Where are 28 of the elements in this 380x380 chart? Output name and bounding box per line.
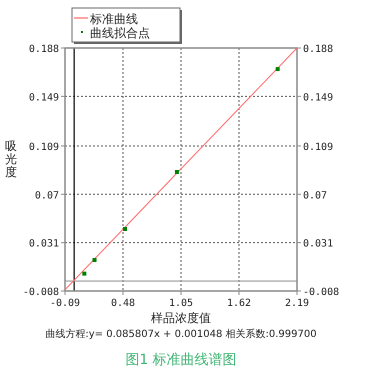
y-tick-label: 0.149 [28,92,59,104]
y-tick-label: 0.07 [34,190,59,202]
x-tick-label: 1.62 [226,298,252,309]
y-tick-label: -0.008 [22,287,59,298]
x-tick-label: 0.48 [110,298,136,309]
y2-tick-label: 0.07 [303,190,328,202]
y2-tick-label: 0.109 [303,142,334,153]
y2-tick-label: -0.008 [303,287,340,298]
text: 曲线方程:y= 0.085807x + 0.001048 相关系数:0.999700 [45,328,317,340]
x-tick-label: 2.19 [284,298,310,309]
y2-tick-label: 0.149 [303,92,334,104]
point [92,258,97,262]
legend-label: 曲线拟合点 [90,26,150,40]
y2-tick-label: 0.031 [303,238,334,250]
y-axis-title: 吸光度 [5,139,17,179]
point [82,272,86,276]
point [276,67,280,72]
legend-label: 标准曲线 [89,12,138,26]
x-tick-label: -0.09 [50,298,80,309]
point [123,227,128,232]
y-tick-label: 0.188 [28,44,59,55]
y-tick-label: 0.031 [28,238,59,250]
y-tick-label: 0.109 [28,142,59,153]
x-axis-title: 样品浓度值 [151,311,211,325]
y2-tick-label: 0.188 [303,44,334,55]
caption: 图1 标准曲线谱图 [125,352,237,368]
x-tick-label: 1.05 [168,298,194,309]
point [174,170,179,174]
